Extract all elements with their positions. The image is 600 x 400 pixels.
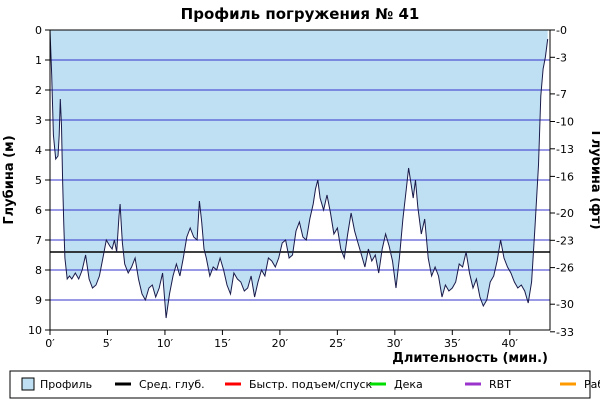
x-tick-label: 25′ (329, 337, 346, 350)
y2-tick-label: -0 (556, 24, 567, 37)
y2-tick-label: -26 (556, 262, 574, 275)
y-axis-title-right: Глубина (фт) (588, 130, 600, 229)
y-axis-title-left: Глубина (м) (2, 135, 17, 224)
profile-area (50, 30, 548, 318)
x-tick-label: 35′ (444, 337, 461, 350)
y2-tick-label: -3 (556, 51, 567, 64)
legend-label: Дека (394, 378, 423, 391)
legend-label: Быстр. подъем/спуск (249, 378, 373, 391)
y2-tick-label: -7 (556, 88, 567, 101)
legend-label: Раб. (584, 378, 600, 391)
y2-tick-label: -10 (556, 116, 574, 129)
x-tick-label: 20′ (272, 337, 289, 350)
legend: Профиль Сред. глуб. Быстр. подъем/спуск Дек… (9, 370, 600, 399)
chart-title: Профиль погружения № 41 (181, 5, 420, 23)
y-tick-label: 0 (35, 24, 42, 37)
profile-line (49, 29, 549, 319)
y-tick-label: 3 (35, 114, 42, 127)
y-tick-label: 1 (35, 54, 42, 67)
legend-swatch-profile (21, 377, 35, 391)
y-tick-label: 7 (35, 234, 42, 247)
y-tick-label: 9 (35, 294, 42, 307)
plot-area: 0 1 2 3 4 5 6 7 8 9 10 -0 -3 -7 -10 -13 -16 -20 -23 -26 -30 -… (28, 24, 574, 350)
x-tick-label: 5′ (103, 337, 113, 350)
y2-tick-label: -20 (556, 207, 574, 220)
y-tick-label: 5 (35, 174, 42, 187)
y2-tick-label: -23 (556, 234, 574, 247)
x-tick-label: 30′ (387, 337, 404, 350)
y2-tick-label: -16 (556, 170, 574, 183)
y2-tick-label: -30 (556, 298, 574, 311)
y-tick-label: 8 (35, 264, 42, 277)
legend-label: Профиль (40, 378, 92, 391)
x-tick-label: 0′ (45, 337, 55, 350)
y-tick-label: 6 (35, 204, 42, 217)
x-axis-title: Длительность (мин.) (392, 351, 548, 366)
legend-box (9, 370, 591, 399)
y-tick-label: 10 (28, 324, 42, 337)
x-tick-label: 15′ (214, 337, 231, 350)
y-tick-label: 4 (35, 144, 42, 157)
legend-label: Сред. глуб. (139, 378, 205, 391)
legend-label: RBT (489, 378, 511, 391)
y2-tick-label: -33 (556, 326, 574, 339)
y-tick-label: 2 (35, 84, 42, 97)
x-tick-label: 10′ (157, 337, 174, 350)
x-tick-label: 40′ (502, 337, 519, 350)
y2-tick-label: -13 (556, 143, 574, 156)
